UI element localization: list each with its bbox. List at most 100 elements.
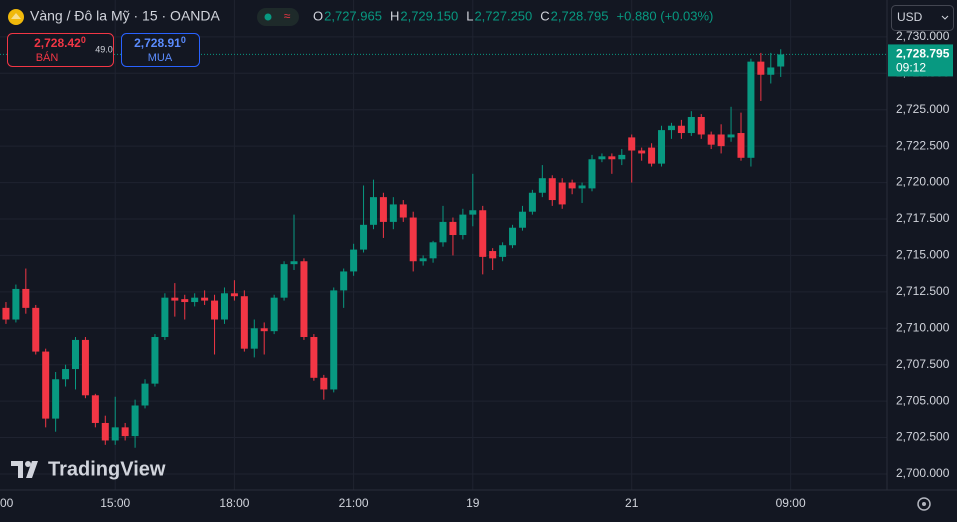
candle-body [131, 405, 139, 437]
candle-body [528, 192, 536, 212]
candle-body [260, 328, 268, 332]
settings-icon[interactable] [917, 497, 931, 511]
y-tick-label: 2,722.500 [896, 138, 950, 152]
candle-body [369, 197, 377, 225]
candle-body [230, 293, 238, 297]
candle-body [568, 182, 576, 189]
status-pill[interactable] [257, 8, 299, 26]
candle-body [250, 328, 258, 349]
candle-body [548, 178, 556, 201]
y-tick-label: 2,707.500 [896, 357, 950, 371]
sell-label: BÁN [36, 51, 59, 64]
candle-body [2, 307, 10, 320]
ohlc-value: 2,728.795 [551, 8, 609, 23]
y-tick-label: 2,705.000 [896, 393, 950, 407]
candle-body [578, 185, 586, 189]
candle-body [747, 61, 755, 158]
y-tick-label: 2,715.000 [896, 248, 950, 262]
candle-body [658, 130, 666, 164]
candle-body [489, 251, 497, 259]
candle-body [608, 156, 616, 160]
ohlc: O 2,727.965 H 2,729.150 L 2,727.250 C 2,728.795 [313, 8, 609, 23]
candle-body [32, 307, 40, 352]
y-tick-label: 2,712.500 [896, 284, 950, 298]
axes: 2,700.000 2,702.500 2,705.000 2,707.500 2,71… [0, 29, 953, 510]
y-tick-label: 2,710.000 [896, 320, 950, 334]
candle-body [737, 133, 745, 158]
candle-body [767, 67, 775, 75]
y-tick-label: 2,700.000 [896, 466, 950, 480]
candle-body [240, 296, 248, 349]
symbol-icon-mark [11, 13, 21, 19]
candle-body [538, 178, 546, 193]
candle-body [141, 383, 149, 406]
logo-icon-dot [25, 461, 31, 467]
ohlc-value: 2,727.965 [324, 8, 382, 23]
x-tick-label: 18:00 [219, 496, 249, 510]
candle-body [727, 134, 735, 138]
candle-body [181, 299, 189, 303]
candle-body [101, 422, 109, 441]
candle-body [12, 288, 20, 320]
candle-body [151, 337, 159, 384]
x-tick-label: 15:00 [100, 496, 130, 510]
x-tick-label: 21:00 [339, 496, 369, 510]
ohlc-label: L [466, 8, 473, 23]
candle-body [509, 227, 517, 246]
candle-body [777, 54, 785, 67]
candle-body [389, 204, 397, 222]
x-tick-label: 19 [466, 496, 480, 510]
candle-body [429, 242, 437, 259]
candle-body [667, 125, 675, 131]
candle-body [598, 156, 606, 160]
candle-body [499, 245, 507, 257]
candle-body [310, 337, 318, 378]
candle-body [22, 288, 30, 308]
last-price-box [888, 44, 953, 77]
buy-label: MUA [148, 52, 173, 64]
candle-body [379, 197, 387, 222]
symbol-title[interactable]: Vàng / Đô la Mỹ · 15 · OANDA [30, 8, 221, 24]
ohlc-label: H [390, 8, 399, 23]
currency: USD [897, 10, 923, 24]
currency-dropdown[interactable] [891, 5, 954, 31]
candle-body [697, 116, 705, 135]
candle-body [399, 204, 407, 218]
candle-body [320, 377, 328, 390]
candle-body [91, 395, 99, 423]
sell-price-main: 2,728.42 [34, 36, 81, 50]
logo-icon [11, 461, 38, 478]
candle-body [121, 427, 129, 437]
sell-button[interactable] [7, 33, 114, 67]
last-price-label: 2,728.795 [896, 47, 950, 61]
candle-body [439, 221, 447, 243]
status-icon: ≈ [284, 9, 291, 23]
candle-body [220, 293, 228, 320]
candle-body [518, 211, 526, 228]
candle-body [409, 217, 417, 262]
buy-price-main: 2,728.91 [134, 36, 181, 50]
candle-body [459, 214, 467, 236]
candle-body [628, 137, 636, 151]
candle-body [707, 134, 715, 145]
logo-text: TradingView [48, 458, 166, 480]
ohlc-value: 2,729.150 [400, 8, 458, 23]
y-tick-label: 2,730.000 [896, 29, 950, 43]
candle-body [618, 154, 626, 160]
y-tick-label: 2,717.500 [896, 211, 950, 225]
y-tick-label: 2,720.000 [896, 175, 950, 189]
x-tick-label: 00 [0, 496, 14, 510]
buy-button[interactable] [121, 33, 200, 67]
y-tick-label: 2,702.500 [896, 430, 950, 444]
candle-body [280, 264, 288, 298]
y-tick-label: 2,725.000 [896, 102, 950, 116]
candle-body [62, 369, 70, 380]
dropdown-arrow [941, 15, 949, 20]
market-open-dot [264, 13, 272, 21]
candle-body [687, 116, 695, 134]
x-tick-label: 09:00 [776, 496, 806, 510]
candle-body [191, 297, 199, 303]
candle-body [300, 261, 308, 338]
change: +0.880 (+0.03%) [617, 8, 714, 23]
candle-body [419, 258, 427, 262]
